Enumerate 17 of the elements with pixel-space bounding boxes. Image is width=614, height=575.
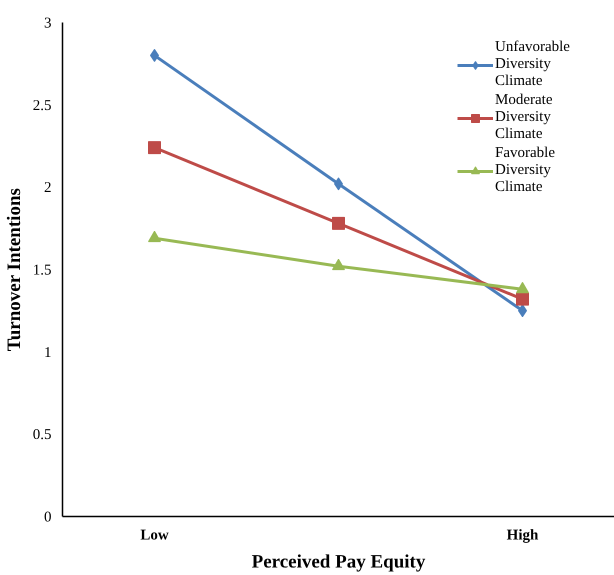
- legend-label: Unfavorable Diversity Climate: [495, 39, 570, 90]
- y-tick-label: 3: [44, 16, 52, 32]
- y-tick-label: 0.5: [32, 427, 52, 444]
- point: [148, 141, 161, 154]
- x-tick-label: High: [506, 528, 539, 544]
- x-axis-title: Perceived Pay Equity: [252, 552, 426, 572]
- y-axis-title: Turnover Intentions: [4, 188, 25, 352]
- legend-label: Moderate Diversity Climate: [495, 92, 552, 143]
- point: [516, 292, 529, 306]
- legend-label: Favorable Diversity Climate: [495, 145, 555, 196]
- y-tick-label: 1: [44, 344, 52, 361]
- x-tick-label: Low: [140, 528, 169, 544]
- point: [332, 216, 345, 230]
- y-tick-label: 2: [44, 180, 52, 196]
- y-tick-label: 0: [44, 510, 52, 526]
- y-tick-label: 2.5: [32, 98, 52, 114]
- y-tick-label: 1.5: [32, 262, 52, 278]
